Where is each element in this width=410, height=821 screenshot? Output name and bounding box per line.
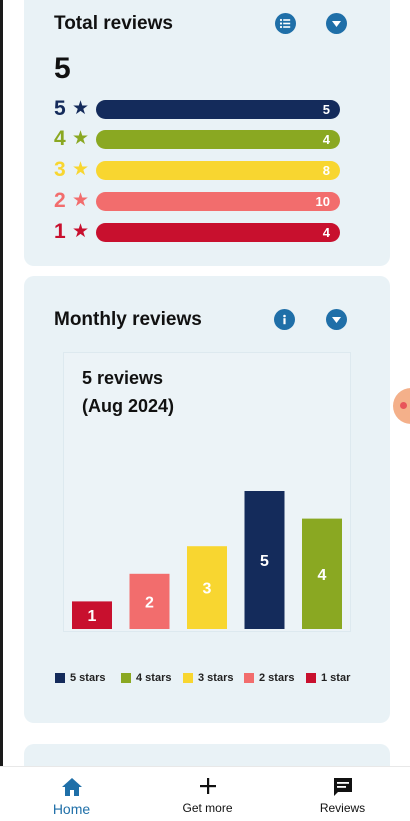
total-review-count: 5	[54, 52, 71, 85]
rating-row-2: 2 ★ 10	[54, 190, 354, 212]
bar-value-label: 2	[145, 594, 154, 611]
star-icon: ★	[72, 128, 90, 149]
rating-row-5: 5 ★ 5	[54, 98, 354, 120]
bar-2-stars[interactable]	[129, 573, 170, 629]
nav-reviews[interactable]: Reviews	[274, 767, 410, 821]
bar-value-label: 5	[260, 553, 269, 570]
star-icon: ★	[72, 98, 90, 119]
monthly-chart: 1 2 3 5 4	[63, 352, 351, 632]
rating-bar: 10	[96, 192, 340, 211]
chevron-down-icon[interactable]	[326, 13, 347, 34]
reviews-icon	[332, 777, 354, 803]
nav-get-more-label: Get more	[182, 801, 233, 815]
bar-3-stars[interactable]	[187, 546, 227, 629]
chevron-down-icon[interactable]	[326, 309, 347, 330]
chart-legend: 5 stars 4 stars 3 stars 2 stars 1 star	[54, 670, 384, 686]
rating-count: 4	[322, 225, 330, 240]
nav-reviews-label: Reviews	[319, 801, 366, 815]
rating-count: 5	[322, 102, 330, 117]
star-icon: ★	[72, 159, 90, 180]
legend-swatch	[121, 673, 131, 683]
nav-home[interactable]: Home	[3, 767, 140, 821]
rating-label: 4	[54, 127, 66, 150]
rating-label: 3	[54, 158, 66, 181]
legend-item-1-star: 1 star	[306, 670, 350, 686]
monthly-reviews-card: Monthly reviews 1 2 3 5 4 5 reviews (Aug 202…	[24, 276, 390, 723]
legend-label: 5 stars	[70, 672, 106, 684]
bar-5-stars[interactable]	[244, 491, 285, 629]
rating-row-4: 4 ★ 4	[54, 128, 354, 150]
legend-item-3-stars: 3 stars	[183, 670, 233, 686]
bar-value-label: 4	[318, 567, 327, 584]
legend-label: 4 stars	[136, 672, 172, 684]
total-reviews-card: Total reviews 5 5 ★ 5 4 ★ 4 3 ★ 8 2 ★	[24, 0, 390, 266]
legend-label: 2 stars	[259, 672, 295, 684]
star-icon: ★	[72, 221, 90, 242]
legend-item-5-stars: 5 stars	[55, 670, 105, 686]
legend-swatch	[183, 673, 193, 683]
total-reviews-title: Total reviews	[54, 13, 173, 34]
bar-value-label: 3	[203, 581, 212, 598]
plus-icon	[199, 777, 217, 800]
legend-swatch	[55, 673, 65, 683]
rating-label: 1	[54, 220, 66, 243]
rating-bar: 4	[96, 130, 340, 149]
bottom-navigation: Home Get more Reviews	[0, 766, 410, 821]
star-icon: ★	[72, 190, 90, 211]
legend-label: 1 star	[321, 672, 351, 684]
legend-item-2-stars: 2 stars	[244, 670, 294, 686]
bar-4-stars[interactable]	[302, 518, 342, 629]
nav-get-more[interactable]: Get more	[139, 767, 276, 821]
monthly-reviews-title: Monthly reviews	[54, 309, 202, 330]
rating-count: 8	[322, 163, 330, 178]
list-icon[interactable]	[275, 13, 296, 34]
handle-dot-icon	[400, 402, 407, 409]
floating-assistant-handle[interactable]	[393, 388, 410, 424]
rating-count: 10	[315, 194, 330, 209]
rating-row-1: 1 ★ 4	[54, 221, 354, 243]
chart-title-line2: (Aug 2024)	[82, 396, 175, 416]
legend-swatch	[244, 673, 254, 683]
rating-bar: 8	[96, 161, 340, 180]
bar-value-label: 1	[88, 608, 97, 625]
home-icon	[61, 777, 83, 802]
rating-label: 5	[54, 97, 66, 120]
rating-bar: 4	[96, 223, 340, 242]
bar-chart-svg: 1 2 3 5 4	[72, 491, 342, 629]
legend-label: 3 stars	[198, 672, 234, 684]
legend-item-4-stars: 4 stars	[121, 670, 171, 686]
rating-label: 2	[54, 189, 66, 212]
rating-row-3: 3 ★ 8	[54, 159, 354, 181]
chart-title-line1: 5 reviews	[82, 368, 164, 388]
legend-swatch	[306, 673, 316, 683]
info-icon[interactable]	[274, 309, 295, 330]
bar-1-star[interactable]	[72, 601, 112, 629]
nav-home-label: Home	[52, 801, 91, 817]
rating-bar: 5	[96, 100, 340, 119]
rating-count: 4	[322, 132, 330, 147]
left-edge	[0, 0, 3, 821]
